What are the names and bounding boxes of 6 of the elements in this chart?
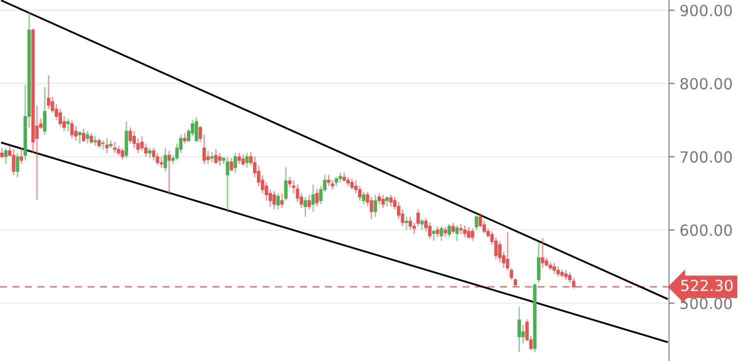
y-tick-label: 800.00 xyxy=(680,78,732,90)
y-tick-label: 600.00 xyxy=(680,224,732,236)
y-tick-label: 700.00 xyxy=(680,151,732,163)
y-tick-label: 900.00 xyxy=(680,4,732,16)
ref-line-label: 522.30 xyxy=(681,280,733,292)
candlestick xyxy=(101,140,105,150)
